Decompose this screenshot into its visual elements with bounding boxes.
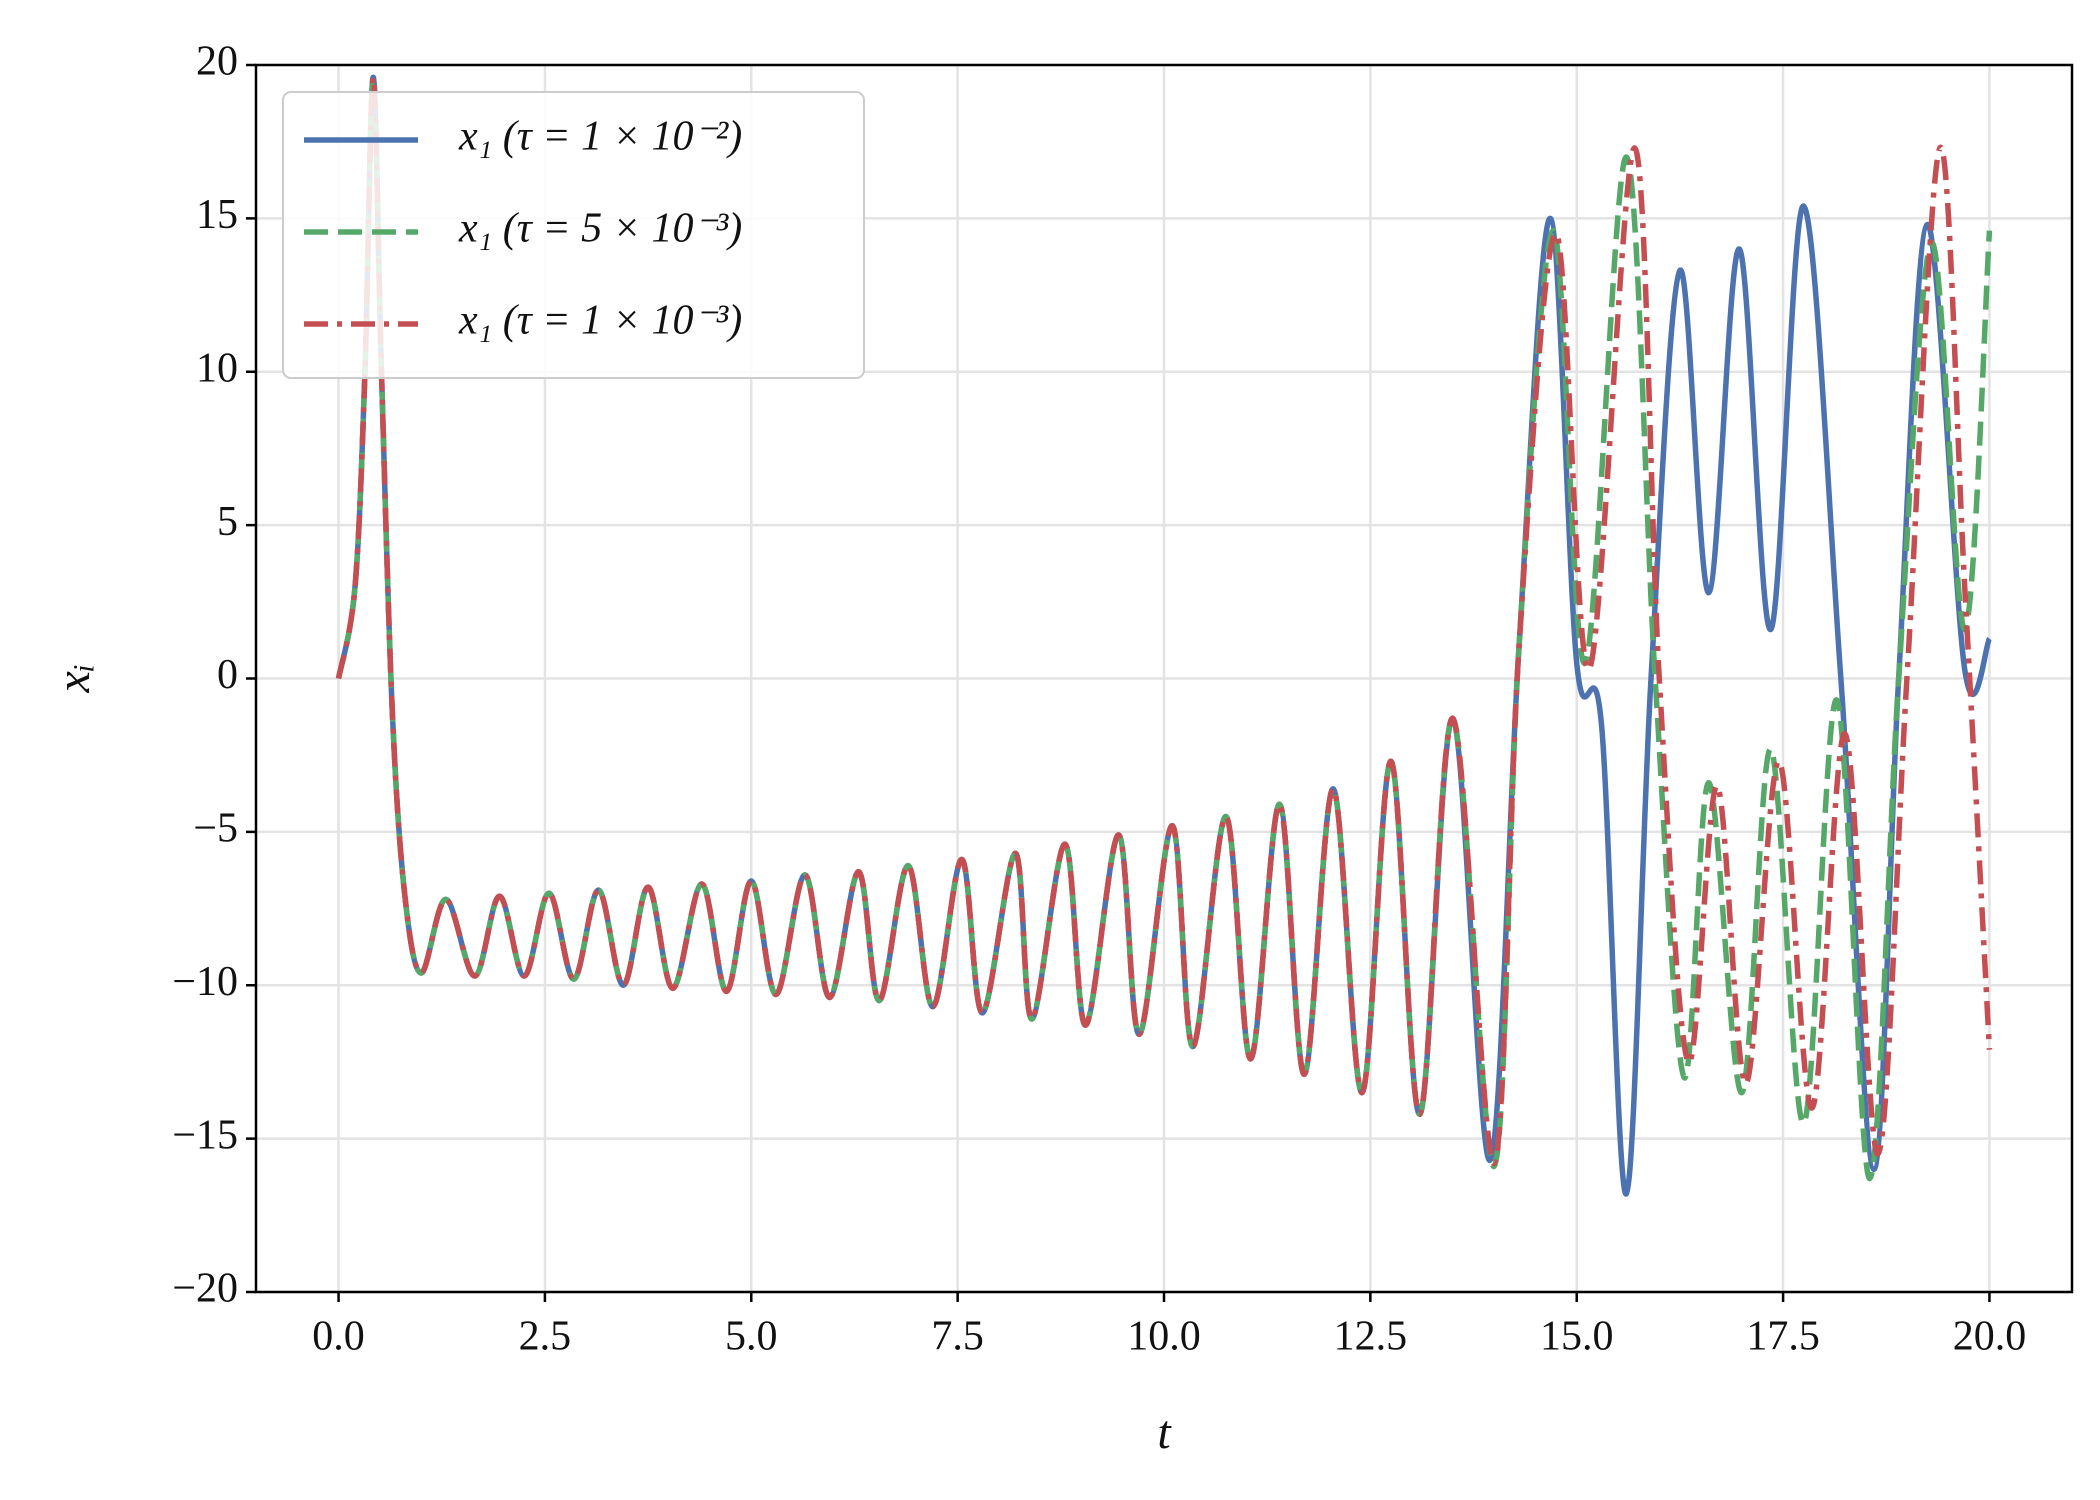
y-tick-label: −5 <box>193 806 238 852</box>
ticks: 0.0 2.5 5.0 7.5 10.0 12.5 15.0 17.5 20.0 −20 −15 −1… <box>172 39 2026 1360</box>
legend-label: x₁ (τ = 5 × 10⁻³) <box>458 206 742 252</box>
x-tick-label: 0.0 <box>312 1314 365 1360</box>
x-tick-label: 12.5 <box>1334 1314 1408 1360</box>
x-tick-label: 2.5 <box>519 1314 572 1360</box>
y-tick-label: 5 <box>217 499 238 545</box>
x-tick-label: 7.5 <box>931 1314 984 1360</box>
y-tick-label: 15 <box>196 192 238 238</box>
series-line <box>335 74 1993 1166</box>
legend: x₁ (τ = 1 × 10⁻²) x₁ (τ = 5 × 10⁻³) x₁ (τ … <box>282 91 865 379</box>
plot-lines <box>335 74 1993 1197</box>
y-tick-label: −10 <box>172 959 238 1005</box>
x-tick-label: 15.0 <box>1540 1314 1614 1360</box>
y-tick-label: 10 <box>196 345 238 391</box>
y-axis-label: xᵢ <box>47 664 100 694</box>
x-axis-label: t <box>1157 1406 1172 1459</box>
x-tick-label: 5.0 <box>725 1314 778 1360</box>
y-tick-label: 20 <box>196 39 238 85</box>
x-tick-label: 10.0 <box>1127 1314 1201 1360</box>
y-tick-label: 0 <box>217 652 238 698</box>
x-tick-label: 17.5 <box>1746 1314 1820 1360</box>
legend-box <box>282 91 865 379</box>
legend-label: x₁ (τ = 1 × 10⁻²) <box>458 114 742 160</box>
y-tick-label: −20 <box>172 1266 238 1312</box>
legend-label: x₁ (τ = 1 × 10⁻³) <box>458 298 742 344</box>
y-tick-label: −15 <box>172 1112 238 1158</box>
x-tick-label: 20.0 <box>1953 1314 2027 1360</box>
